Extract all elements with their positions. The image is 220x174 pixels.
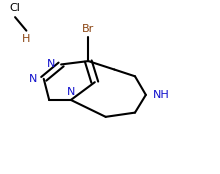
- Text: H: H: [22, 34, 31, 44]
- Text: N: N: [47, 60, 55, 69]
- Text: NH: NH: [153, 90, 170, 100]
- Text: N: N: [29, 74, 37, 84]
- Text: N: N: [67, 86, 75, 97]
- Text: Cl: Cl: [10, 3, 20, 13]
- Text: Br: Br: [82, 24, 94, 34]
